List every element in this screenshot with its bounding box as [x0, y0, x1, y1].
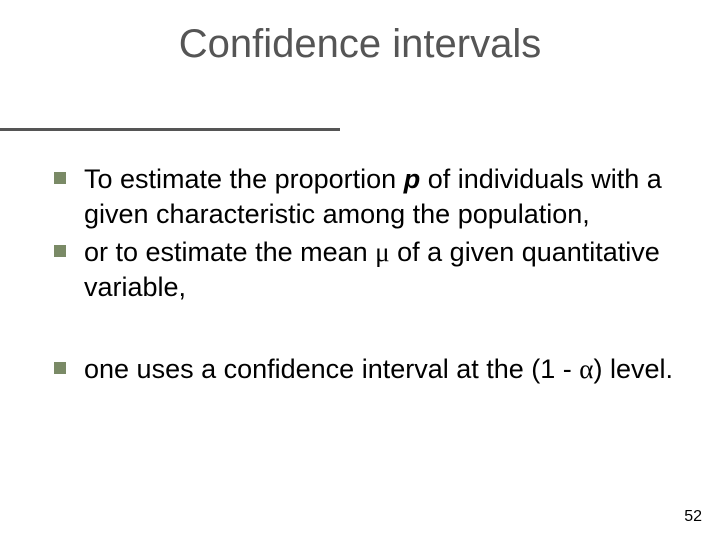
slide-body: To estimate the proportion p of individu… [54, 162, 680, 391]
square-bullet-icon [54, 362, 66, 374]
greek-mu: μ [375, 237, 389, 267]
square-bullet-icon [54, 172, 66, 184]
bullet-text: or to estimate the mean μ of a given qua… [84, 235, 680, 304]
text-pre: or to estimate the mean [84, 237, 375, 267]
bullet-item: or to estimate the mean μ of a given qua… [54, 235, 680, 304]
title-underline [0, 128, 340, 131]
text-pre: To estimate the proportion [84, 164, 404, 194]
text-post: ) level. [593, 354, 673, 384]
variable-p: p [404, 164, 421, 194]
bullet-text: To estimate the proportion p of individu… [84, 162, 680, 231]
bullet-text: one uses a confidence interval at the (1… [84, 352, 673, 387]
square-bullet-icon [54, 245, 66, 257]
bullet-item: To estimate the proportion p of individu… [54, 162, 680, 231]
page-number: 52 [684, 508, 702, 526]
greek-alpha: α [579, 354, 593, 384]
slide-title: Confidence intervals [0, 22, 720, 67]
text-pre: one uses a confidence interval at the (1… [84, 354, 579, 384]
bullet-item: one uses a confidence interval at the (1… [54, 352, 680, 387]
